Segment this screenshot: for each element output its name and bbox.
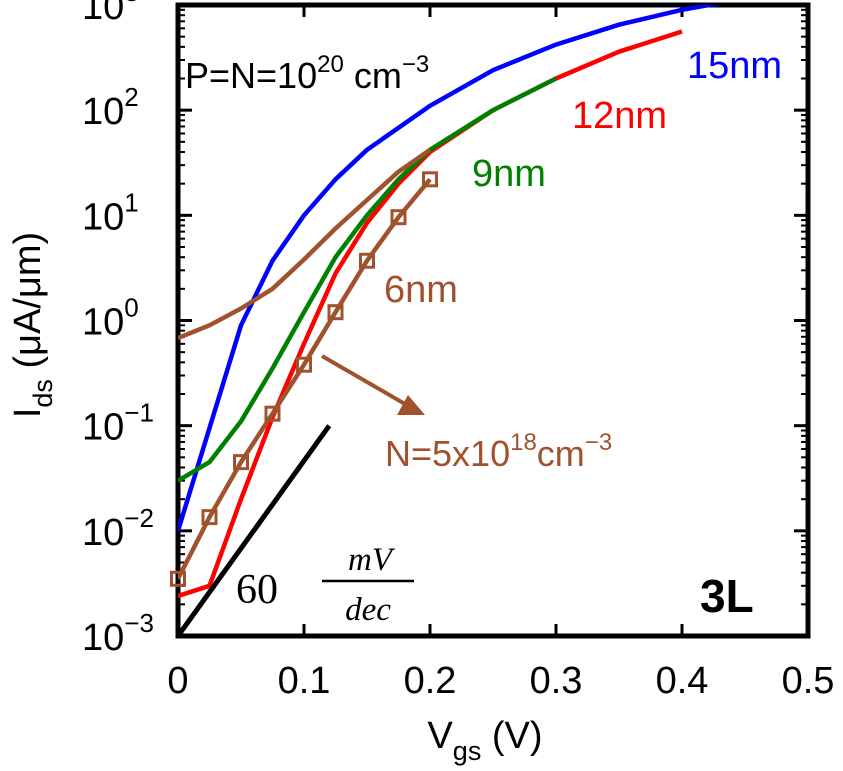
series-line-6nm bbox=[178, 147, 432, 341]
x-axis-label-main: V bbox=[427, 715, 453, 757]
doping-label-exp: 18 bbox=[510, 429, 537, 456]
x-tick-label: 0.3 bbox=[530, 660, 583, 702]
data-point-marker bbox=[296, 356, 312, 373]
label-15nm: 15nm bbox=[687, 45, 782, 87]
doping-arrow-shaft bbox=[320, 354, 407, 406]
plot-area bbox=[175, 2, 811, 639]
marker-layer bbox=[170, 171, 438, 587]
reference-slope-line bbox=[178, 424, 332, 636]
y-tick-label: 10−1 bbox=[82, 398, 154, 449]
x-tick-label: 0.1 bbox=[278, 660, 331, 702]
doping-label-unit-exp: −3 bbox=[585, 429, 612, 456]
label-9nm: 9nm bbox=[472, 153, 546, 195]
x-axis-label-unit: (V) bbox=[481, 715, 542, 757]
data-point-marker bbox=[201, 509, 218, 526]
y-tick-label: 100 bbox=[82, 293, 139, 344]
doping-label-unit: cm bbox=[537, 433, 585, 474]
doping-label: N=5x1018cm−3 bbox=[385, 429, 612, 474]
data-point-marker bbox=[327, 304, 344, 321]
doping-arrow-head bbox=[397, 395, 425, 415]
y-axis-label-main: I bbox=[7, 408, 49, 419]
label-6nm: 6nm bbox=[384, 269, 458, 311]
x-axis-label-sub: gs bbox=[453, 736, 482, 766]
x-axis-label: Vgs (V) bbox=[427, 715, 542, 766]
panel-label: 3L bbox=[700, 570, 754, 622]
data-point-marker bbox=[264, 405, 281, 422]
doping-annotation-exp: 20 bbox=[317, 51, 344, 78]
slope-value: 60 bbox=[236, 567, 278, 613]
doping-annotation-unit: cm bbox=[344, 55, 402, 96]
y-tick-label: 10−3 bbox=[82, 608, 154, 659]
y-tick-label: 10−2 bbox=[82, 503, 154, 554]
x-axis-ticks: 0 0.1 0.2 0.3 0.4 0.5 bbox=[167, 5, 834, 702]
x-tick-label: 0 bbox=[167, 660, 188, 702]
data-point-marker bbox=[170, 570, 186, 587]
y-axis-label: Ids (μA/μm) bbox=[7, 232, 58, 418]
series-line-15nm bbox=[178, 5, 722, 532]
label-12nm: 12nm bbox=[572, 95, 667, 137]
x-tick-label: 0.5 bbox=[782, 660, 835, 702]
x-tick-label: 0.4 bbox=[656, 660, 709, 702]
y-axis-ticks: 10−3 10−2 10−1 100 101 102 103 bbox=[82, 0, 808, 659]
series-line-doped bbox=[178, 177, 432, 580]
y-tick-label: 102 bbox=[82, 82, 139, 133]
x-tick-label: 0.2 bbox=[404, 660, 457, 702]
slope-unit-denominator: dec bbox=[345, 592, 391, 628]
doping-label-base: N=5x10 bbox=[385, 433, 510, 474]
y-tick-label: 103 bbox=[82, 0, 139, 28]
series-layer bbox=[178, 5, 722, 636]
doping-annotation-base: P=N=10 bbox=[185, 55, 317, 96]
series-line-9nm bbox=[178, 76, 558, 483]
doping-annotation-unit-exp: −3 bbox=[402, 51, 429, 78]
slope-unit-numerator: mV bbox=[348, 542, 396, 578]
data-point-marker bbox=[233, 454, 249, 471]
y-axis-label-sub: ds bbox=[28, 379, 58, 408]
y-axis-label-unit: (μA/μm) bbox=[7, 232, 49, 379]
data-point-marker bbox=[422, 171, 438, 188]
data-point-marker bbox=[390, 209, 407, 226]
data-point-marker bbox=[359, 252, 375, 269]
doping-annotation: P=N=1020 cm−3 bbox=[185, 51, 429, 96]
y-tick-label: 101 bbox=[82, 187, 139, 238]
